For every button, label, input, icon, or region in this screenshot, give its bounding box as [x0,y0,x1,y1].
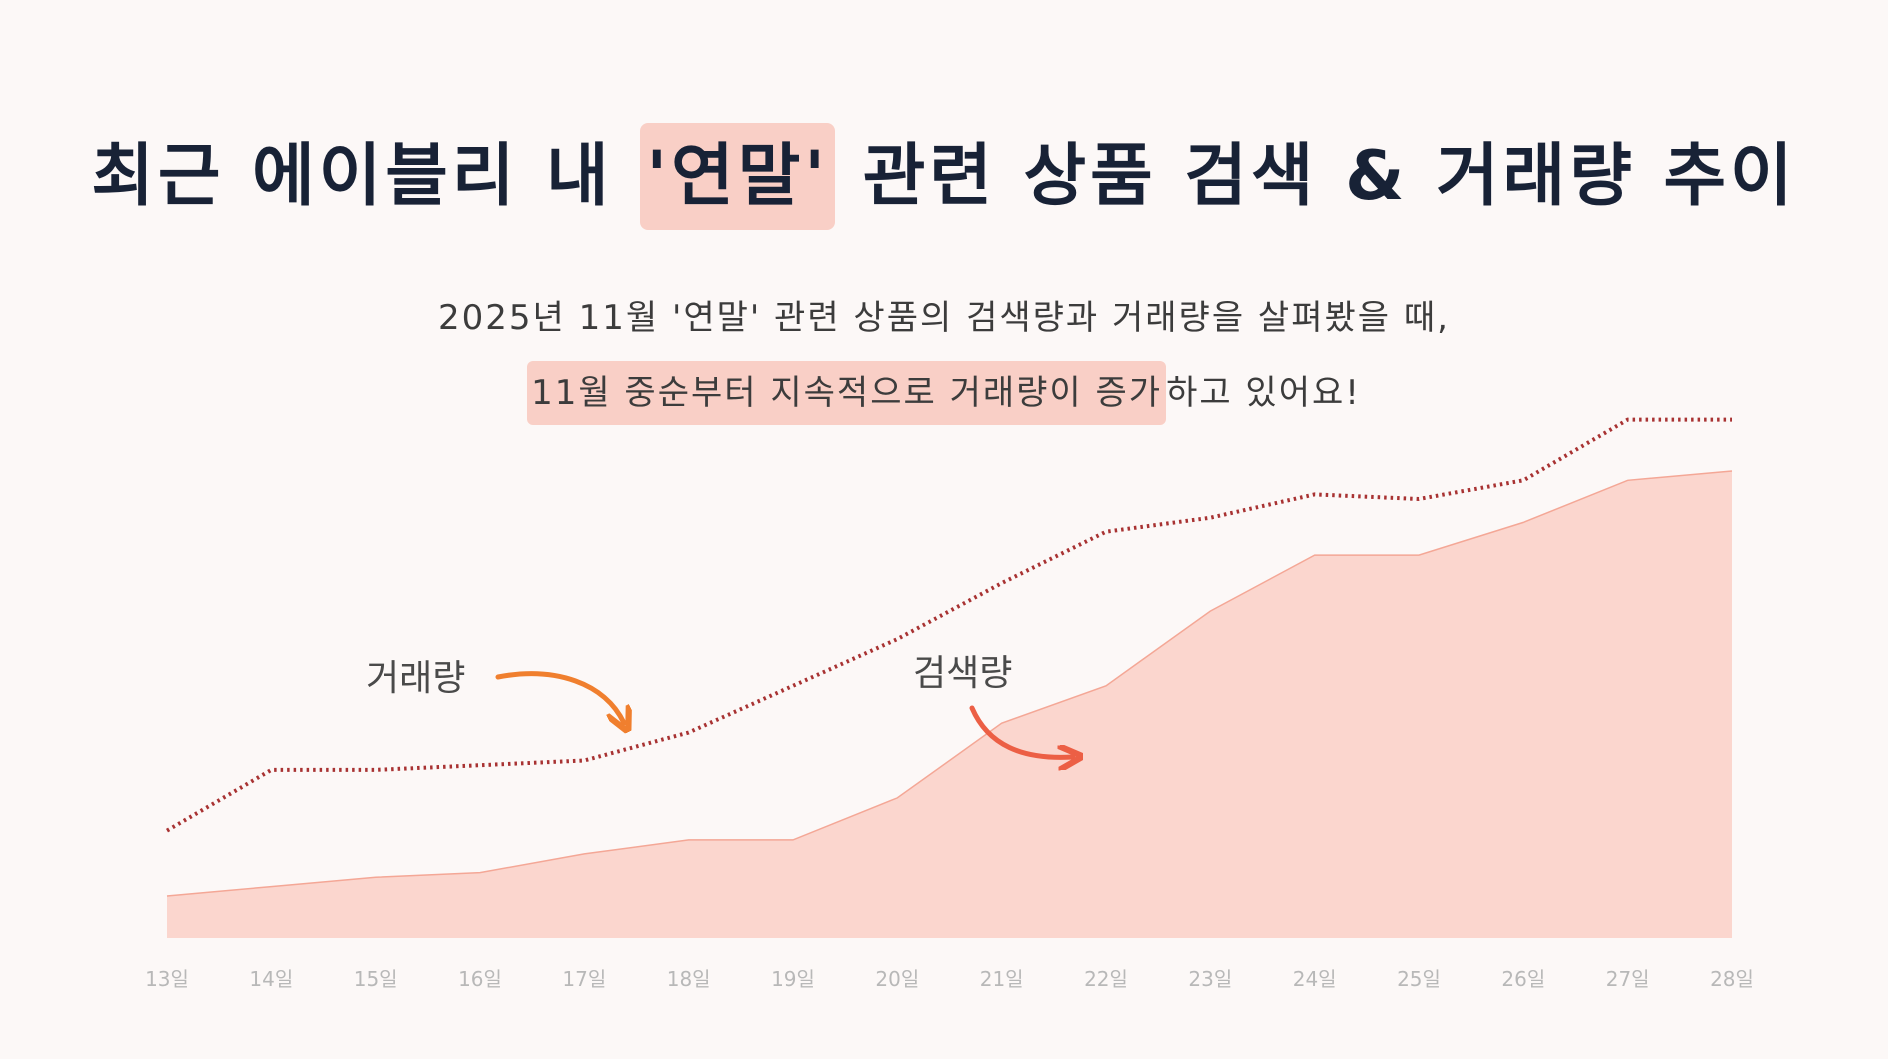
search-point-13 [1417,553,1421,557]
x-tick-label: 18일 [667,967,711,991]
transaction-point-1 [165,829,169,833]
transaction-point-12 [1313,492,1317,496]
search-point-4 [478,871,482,875]
x-tick-label: 20일 [875,967,919,991]
transaction-callout-arrow [495,671,624,723]
x-tick-label: 16일 [458,967,502,991]
search-point-14 [1521,520,1525,524]
search-callout-arrow [969,705,1073,757]
transaction-point-15 [1626,418,1630,422]
transaction-point-4 [478,763,482,767]
transaction-point-16 [1730,418,1734,422]
x-tick-label: 17일 [562,967,606,991]
subtitle-highlight: 11월 중순부터 지속적으로 거래량이 증가 [527,361,1167,425]
search-point-3 [374,875,378,879]
search-point-8 [895,796,899,800]
transaction-point-5 [582,759,586,763]
search-point-9 [1000,721,1004,725]
search-volume-line [166,470,1733,897]
x-tick-label: 28일 [1710,967,1754,991]
x-tick-label: 21일 [980,967,1024,991]
title-text-after: 관련 상품 검색 & 거래량 추이 [835,137,1797,216]
x-tick-label: 27일 [1606,967,1650,991]
transaction-point-7 [791,684,795,688]
page-title: 최근 에이블리 내 '연말' 관련 상품 검색 & 거래량 추이 [0,120,1888,230]
x-axis-ticks: 13일 14일 15일 16일 17일 18일 19일 20일 21일 22일 23일 24일 25일 2… [145,967,1754,991]
transaction-point-6 [687,731,691,735]
subtitle-rest: 하고 있어요! [1166,373,1361,413]
search-callout-label: 검색량 [913,653,1012,694]
transaction-callout-label: 거래량 [366,658,465,699]
x-tick-label: 24일 [1293,967,1337,991]
transaction-point-2 [269,768,273,772]
transaction-point-14 [1521,478,1525,482]
x-tick-label: 23일 [1188,967,1232,991]
title-text-before: 최근 에이블리 내 [91,137,641,216]
x-tick-label: 19일 [771,967,815,991]
transaction-point-9 [1000,581,1004,585]
x-tick-label: 22일 [1084,967,1128,991]
title-highlight-word: '연말' [640,123,836,230]
search-point-5 [582,852,586,856]
search-point-15 [1626,478,1630,482]
transaction-point-8 [895,637,899,641]
x-tick-label: 26일 [1501,967,1545,991]
transaction-point-3 [374,768,378,772]
transaction-point-10 [1104,530,1108,534]
search-point-10 [1104,684,1108,688]
x-tick-label: 25일 [1397,967,1441,991]
search-point-11 [1208,609,1212,613]
subtitle-line-1: 2025년 11월 '연말' 관련 상품의 검색량과 거래량을 살펴봤을 때, [438,298,1450,338]
search-volume-area [167,471,1732,938]
x-tick-label: 14일 [249,967,293,991]
subtitle-line-2: 11월 중순부터 지속적으로 거래량이 증가 하고 있어요! [0,361,1888,425]
search-point-16 [1730,469,1734,473]
search-point-7 [791,838,795,842]
transaction-point-13 [1417,497,1421,501]
transaction-point-11 [1208,516,1212,520]
search-point-12 [1313,553,1317,557]
search-point-1 [165,894,169,898]
x-tick-label: 15일 [354,967,398,991]
search-point-2 [269,885,273,889]
x-tick-label: 13일 [145,967,189,991]
search-point-6 [687,838,691,842]
